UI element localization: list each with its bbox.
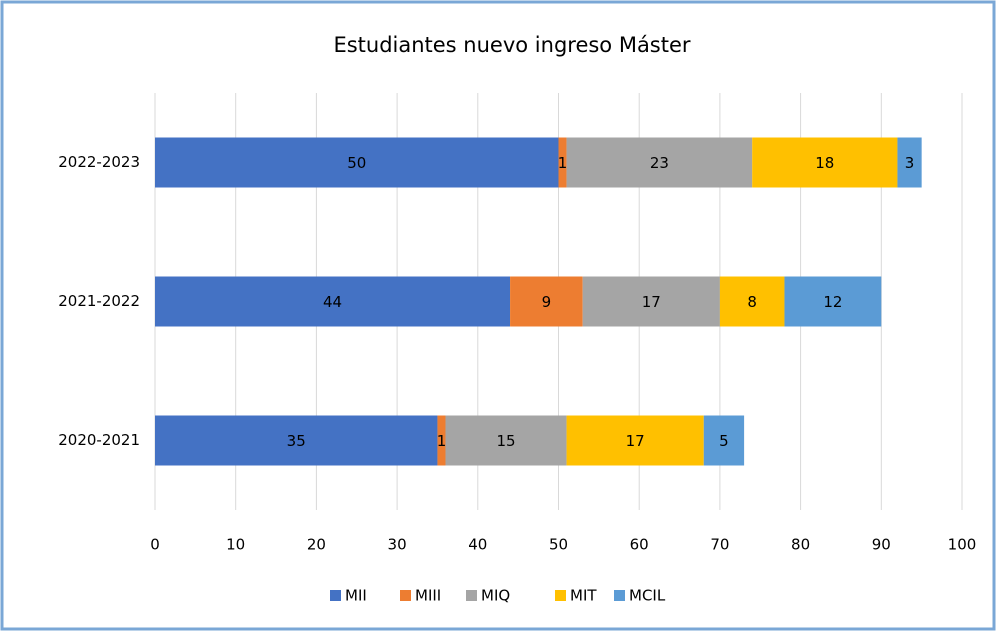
x-tick-label: 90	[872, 536, 891, 554]
bar-segment	[155, 415, 438, 466]
data-label: 3	[905, 154, 915, 172]
bar-segment	[566, 415, 704, 466]
bar-segment	[703, 415, 745, 466]
x-tick-label: 20	[307, 536, 326, 554]
y-tick-label: 2020-2021	[58, 431, 140, 449]
x-tick-label: 0	[150, 536, 160, 554]
bar-segment	[155, 137, 559, 188]
legend-swatch	[555, 590, 566, 601]
legend-label: MIQ	[481, 587, 510, 605]
data-label: 9	[542, 293, 552, 311]
legend-label: MCIL	[629, 587, 666, 605]
x-tick-label: 80	[791, 536, 810, 554]
bar-segment	[445, 415, 567, 466]
x-tick-label: 70	[710, 536, 729, 554]
data-label: 1	[437, 432, 447, 450]
x-tick-label: 100	[948, 536, 977, 554]
data-label: 23	[650, 154, 669, 172]
bar-segment	[558, 137, 567, 188]
bar-segment	[566, 137, 753, 188]
legend-label: MII	[345, 587, 367, 605]
data-label: 5	[719, 432, 729, 450]
x-tick-label: 60	[630, 536, 649, 554]
bar-segment	[752, 137, 898, 188]
data-label: 17	[626, 432, 645, 450]
data-label: 18	[815, 154, 834, 172]
y-tick-label: 2021-2022	[58, 292, 140, 310]
data-label: 8	[747, 293, 757, 311]
bar-segment	[719, 276, 785, 327]
data-label: 17	[642, 293, 661, 311]
bar-segment	[582, 276, 720, 327]
legend-label: MIT	[570, 587, 597, 605]
y-tick-label: 2022-2023	[58, 153, 140, 171]
data-label: 15	[496, 432, 515, 450]
bar-segment	[155, 276, 511, 327]
data-label: 12	[823, 293, 842, 311]
legend-swatch	[466, 590, 477, 601]
data-label: 35	[287, 432, 306, 450]
bar-segment	[510, 276, 583, 327]
bar-segment	[784, 276, 882, 327]
x-tick-label: 30	[388, 536, 407, 554]
x-tick-label: 10	[226, 536, 245, 554]
legend-swatch	[400, 590, 411, 601]
data-label: 1	[558, 154, 568, 172]
bar-segment	[437, 415, 446, 466]
legend-swatch	[330, 590, 341, 601]
legend-label: MIII	[415, 587, 441, 605]
data-label: 44	[323, 293, 342, 311]
legend-swatch	[614, 590, 625, 601]
bar-segment	[897, 137, 922, 188]
x-tick-label: 50	[549, 536, 568, 554]
x-tick-label: 40	[468, 536, 487, 554]
data-label: 50	[347, 154, 366, 172]
chart-title: Estudiantes nuevo ingreso Máster	[333, 33, 690, 57]
